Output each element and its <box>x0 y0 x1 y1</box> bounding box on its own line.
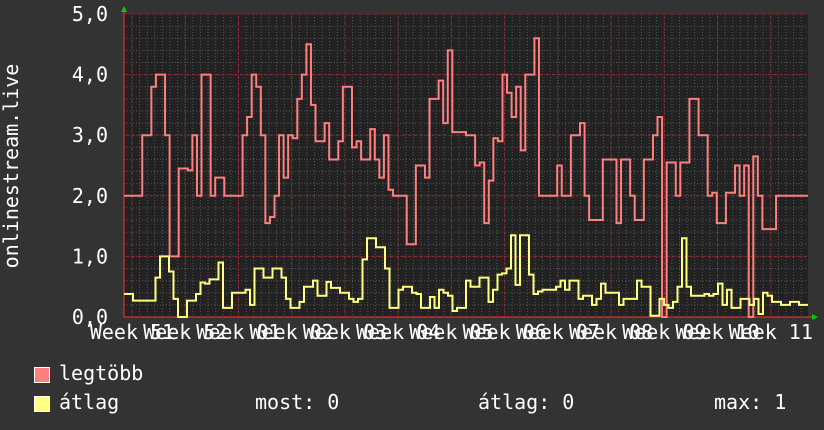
x-tick-label: Week 03 <box>303 320 387 344</box>
x-tick-label: Week 06 <box>462 320 546 344</box>
y-tick-label: 5,0 <box>72 2 108 26</box>
x-tick-label: Week 52 <box>143 320 227 344</box>
y-tick-label: 0,0 <box>72 305 108 329</box>
x-tick-label: Week 05 <box>409 320 493 344</box>
x-tick-label: Week 10 <box>675 320 759 344</box>
legend-label-max: legtöbb <box>59 361 144 385</box>
legend-swatch-max <box>34 367 50 383</box>
x-tick-label: Week 04 <box>356 320 440 344</box>
plot-area <box>124 14 808 317</box>
x-tick-label: Week 01 <box>196 320 280 344</box>
y-tick-label: 3,0 <box>72 123 108 147</box>
x-tick-label: Week 02 <box>250 320 334 344</box>
y-tick-label: 2,0 <box>72 184 108 208</box>
stat-max: max: 1 <box>714 390 787 414</box>
series-line-max <box>124 37 808 318</box>
legend-swatch-avg <box>34 396 50 412</box>
series-line-avg <box>124 234 808 318</box>
legend-label-avg: átlag <box>59 390 120 414</box>
y-axis-arrow <box>121 6 127 12</box>
x-tick-label: Week 09 <box>622 320 706 344</box>
y-tick-label: 1,0 <box>72 244 108 268</box>
x-tick-label: Week 51 <box>90 320 174 344</box>
x-tick-label: Week 11 <box>729 320 813 344</box>
y-axis-title: onlinestream.live <box>0 64 23 269</box>
x-axis-arrow <box>812 314 818 320</box>
x-tick-label: Week 07 <box>516 320 600 344</box>
x-tick-label: Week 08 <box>569 320 653 344</box>
stat-now: most: 0 <box>255 390 340 414</box>
y-tick-label: 4,0 <box>72 63 108 87</box>
stat-avg: átlag: 0 <box>478 390 575 414</box>
